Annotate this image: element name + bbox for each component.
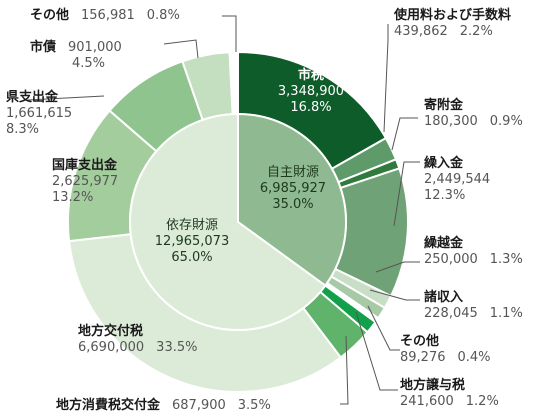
leader-line-4: [369, 289, 420, 301]
leader-line-0: [383, 24, 389, 133]
label-value: 228,045: [424, 306, 478, 321]
label-local-allocation-tax: 地方交付税 6,690,000 33.5%: [78, 324, 197, 356]
label-national-subsidy: 国庫支出金 2,625,977 13.2%: [52, 158, 118, 206]
label-name: 繰入金: [424, 156, 464, 171]
label-value: 439,862: [394, 24, 448, 39]
label-donations: 寄附金 180,300 0.9%: [424, 98, 523, 130]
label-name: 寄附金: [424, 98, 464, 113]
label-name: 諸収入: [424, 290, 464, 305]
label-name: 地方消費税交付金: [56, 398, 161, 413]
label-value: 3,348,900: [277, 84, 345, 99]
label-pct: 13.2%: [52, 190, 94, 205]
label-pct: 0.9%: [489, 114, 523, 129]
leader-line-3: [375, 261, 420, 273]
label-pct: 12.3%: [424, 188, 466, 203]
inner-pct: 65.0%: [171, 250, 213, 265]
leader-line-8: [27, 95, 105, 101]
label-name: その他: [400, 334, 440, 349]
label-prefectural-subsidy: 県支出金 1,661,615 8.3%: [6, 90, 72, 138]
label-name: 県支出金: [6, 90, 59, 105]
label-pct: 0.8%: [146, 8, 180, 23]
label-value: 6,690,000: [78, 340, 145, 355]
leader-line-9: [163, 39, 199, 59]
label-pct: 3.5%: [237, 398, 271, 413]
label-misc-income: 諸収入 228,045 1.1%: [424, 290, 523, 322]
label-pct: 4.5%: [72, 56, 106, 71]
label-value: 156,981: [81, 8, 135, 23]
label-pct: 2.2%: [459, 24, 493, 39]
label-name: 国庫支出金: [52, 158, 118, 173]
leader-line-6: [355, 311, 398, 391]
label-other-own: その他 89,276 0.4%: [400, 334, 491, 366]
label-name: 使用料および手数料: [394, 8, 512, 23]
label-pct: 16.8%: [290, 100, 332, 115]
label-value: 250,000: [424, 252, 478, 267]
label-value: 1,661,615: [6, 106, 73, 121]
leader-line-1: [391, 117, 418, 151]
label-name: 市税: [297, 68, 324, 83]
label-pct: 1.2%: [465, 394, 499, 409]
label-value: 241,600: [400, 394, 454, 409]
label-pct: 0.4%: [457, 350, 491, 365]
inner-pct: 35.0%: [272, 197, 314, 212]
label-name: 地方交付税: [78, 324, 144, 339]
label-consumption-tax-grant: 地方消費税交付金 687,900 3.5%: [56, 398, 271, 414]
label-other-dependent: その他 156,981 0.8%: [30, 8, 180, 24]
label-name: 繰越金: [424, 236, 464, 251]
leader-line-5: [367, 305, 400, 351]
leader-line-10: [222, 15, 237, 52]
label-fees: 使用料および手数料 439,862 2.2%: [394, 8, 511, 40]
label-city-tax: 市税 3,348,900 16.8%: [266, 68, 356, 116]
label-value: 901,000: [68, 40, 122, 55]
label-transfer-tax: 地方譲与税 241,600 1.2%: [400, 378, 499, 410]
label-value: 180,300: [424, 114, 478, 129]
inner-label-dependent-revenue: 依存財源 12,965,073 65.0%: [142, 218, 242, 266]
label-value: 2,449,544: [424, 172, 491, 187]
inner-value: 6,985,927: [259, 181, 327, 196]
label-carryover: 繰越金 250,000 1.3%: [424, 236, 523, 268]
leader-line-2: [393, 161, 420, 227]
label-transfers: 繰入金 2,449,544 12.3%: [424, 156, 490, 204]
label-pct: 8.3%: [6, 122, 40, 137]
inner-value: 12,965,073: [154, 234, 230, 249]
label-city-bonds: 市債 901,000 4.5%: [30, 40, 122, 72]
inner-slice-1: [129, 112, 327, 331]
inner-label-own-revenue: 自主財源 6,985,927 35.0%: [248, 165, 338, 213]
inner-name: 自主財源: [266, 165, 319, 180]
label-value: 2,625,977: [52, 174, 119, 189]
label-name: 市債: [30, 40, 57, 55]
label-pct: 33.5%: [156, 340, 198, 355]
leader-line-7: [340, 335, 349, 405]
label-pct: 1.1%: [489, 306, 523, 321]
label-value: 89,276: [400, 350, 446, 365]
inner-slice-0: [237, 112, 347, 287]
inner-name: 依存財源: [165, 218, 218, 233]
label-value: 687,900: [172, 398, 226, 413]
label-pct: 1.3%: [489, 252, 523, 267]
label-name: 地方譲与税: [400, 378, 466, 393]
label-name: その他: [30, 8, 70, 23]
